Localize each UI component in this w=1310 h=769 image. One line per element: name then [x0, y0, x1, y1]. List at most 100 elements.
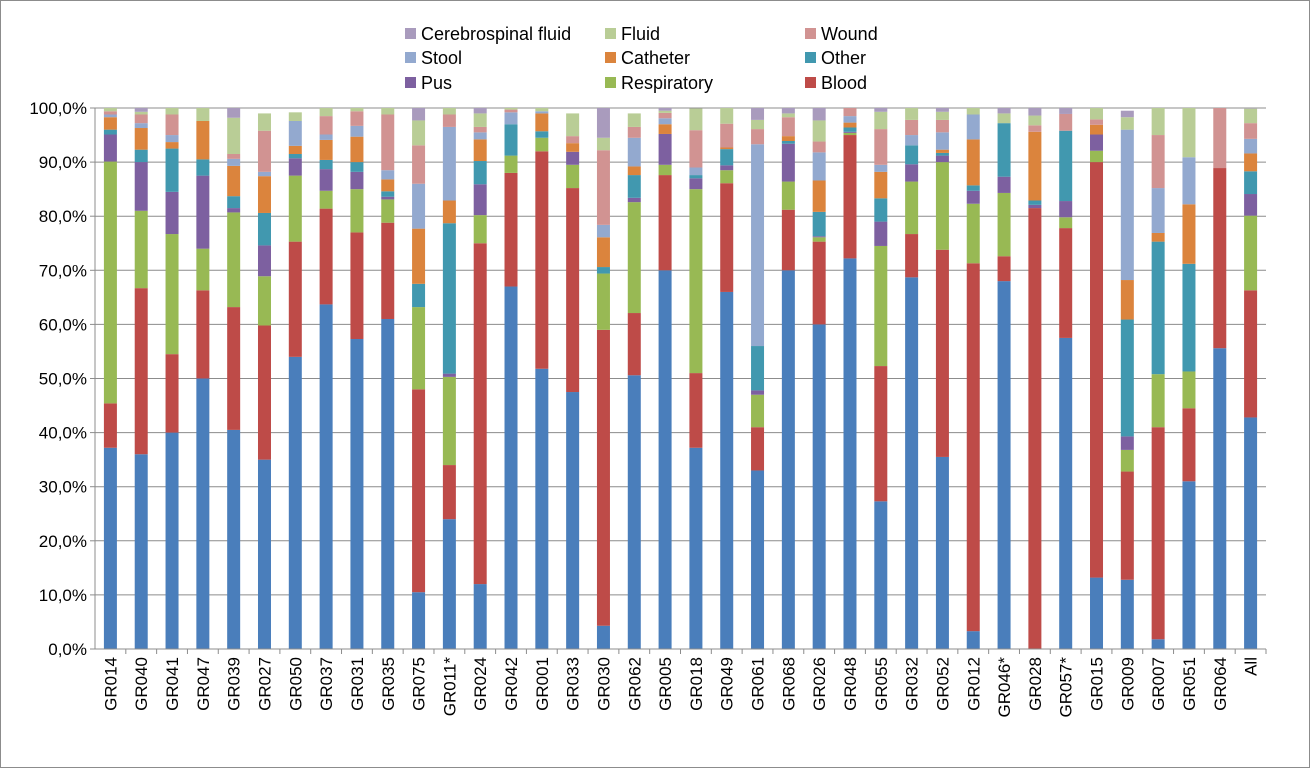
- legend-label: Fluid: [621, 24, 660, 44]
- bar-segment: [596, 108, 610, 138]
- bar-segment: [905, 145, 919, 165]
- bar-segment: [627, 113, 641, 127]
- bar-segment: [1090, 119, 1104, 125]
- bar-segment: [689, 189, 703, 374]
- bar-segment: [350, 162, 364, 172]
- bar-segment: [1182, 263, 1196, 372]
- bar-segment: [535, 151, 549, 369]
- bar-segment: [288, 145, 302, 154]
- bar-segment: [751, 390, 765, 395]
- bar-segment: [935, 108, 949, 112]
- x-tick-label: GR037: [317, 657, 336, 711]
- bar-segment: [812, 141, 826, 153]
- bar-segment: [412, 592, 426, 649]
- bar-segment: [134, 149, 148, 163]
- bar-segment: [350, 108, 364, 112]
- x-tick-label: GR052: [933, 657, 952, 711]
- legend-swatch: [805, 77, 816, 88]
- x-tick-label: GR012: [964, 657, 983, 711]
- bar-segment: [874, 108, 888, 112]
- x-tick-label: GR049: [718, 657, 737, 711]
- bar-segment: [103, 111, 117, 115]
- legend-swatch: [605, 52, 616, 63]
- bar-segment: [966, 114, 980, 140]
- bar-segment: [227, 158, 241, 166]
- bar-segment: [1028, 108, 1042, 116]
- bar-segment: [1244, 138, 1258, 154]
- bar-segment: [781, 209, 795, 271]
- bar-segment: [874, 129, 888, 165]
- bar-segment: [288, 158, 302, 176]
- bar-segment: [1059, 113, 1073, 131]
- bar-segment: [689, 178, 703, 190]
- bar-segment: [165, 142, 179, 149]
- x-tick-label: GR011*: [440, 657, 459, 717]
- bar-segment: [196, 175, 210, 249]
- bar-segment: [165, 135, 179, 143]
- axes: [90, 107, 1267, 654]
- bar-segment: [381, 191, 395, 197]
- bar-segment: [720, 165, 734, 171]
- bar-segment: [751, 108, 765, 120]
- bar-segment: [350, 136, 364, 163]
- bar-segment: [689, 167, 703, 176]
- bar-segment: [473, 132, 487, 140]
- bar-segment: [781, 270, 795, 649]
- bar-segment: [350, 189, 364, 233]
- x-tick-label: GR028: [1026, 657, 1045, 711]
- bar-segment: [103, 403, 117, 448]
- y-tick-label: 90,0%: [39, 153, 87, 172]
- bar-segment: [843, 258, 857, 649]
- x-tick-label: GR040: [132, 657, 151, 711]
- bar-segment: [720, 170, 734, 184]
- x-tick-label: GR048: [841, 657, 860, 711]
- bar-segment: [751, 129, 765, 145]
- legend-swatch: [405, 77, 416, 88]
- bar-segment: [689, 373, 703, 448]
- bar-segment: [134, 454, 148, 649]
- bar-segment: [350, 232, 364, 340]
- bar-segment: [1028, 204, 1042, 209]
- legend: Cerebrospinal fluid Fluid Wound Stool Cathet…: [405, 24, 878, 93]
- x-tick-label: GR018: [687, 657, 706, 711]
- bar-segment: [566, 188, 580, 393]
- y-tick-label: 70,0%: [39, 261, 87, 280]
- x-tick-label: GR030: [594, 657, 613, 711]
- bar-segment: [1120, 129, 1134, 281]
- bar-segment: [1151, 241, 1165, 375]
- bar-segment: [874, 111, 888, 130]
- bar-segment: [103, 108, 117, 112]
- bar-segment: [596, 273, 610, 330]
- bar-segment: [843, 122, 857, 128]
- bar-segment: [165, 108, 179, 115]
- bar-segment: [134, 128, 148, 150]
- bar-segment: [473, 161, 487, 185]
- bar-segment: [257, 325, 271, 460]
- bar-segment: [966, 185, 980, 191]
- bar-segment: [596, 224, 610, 238]
- bar-segment: [257, 171, 271, 177]
- legend-swatch: [605, 77, 616, 88]
- bar-segment: [1059, 337, 1073, 649]
- bar-segment: [196, 159, 210, 176]
- bar-segment: [257, 245, 271, 277]
- bar-segment: [103, 161, 117, 404]
- bar-segment: [720, 183, 734, 292]
- bar-segment: [689, 108, 703, 131]
- bar-segment: [781, 113, 795, 118]
- bar-segment: [473, 113, 487, 127]
- bar-segment: [134, 108, 148, 112]
- bar-segment: [319, 169, 333, 191]
- bar-segment: [781, 143, 795, 182]
- bar-segment: [1182, 481, 1196, 649]
- bar-segment: [1059, 217, 1073, 229]
- bar-segment: [935, 162, 949, 250]
- x-tick-label: GR014: [101, 657, 120, 711]
- bar-segment: [257, 176, 271, 213]
- bar-segment: [905, 135, 919, 146]
- bar-segment: [935, 152, 949, 156]
- x-tick-label: GR050: [286, 657, 305, 711]
- bar-segment: [165, 234, 179, 355]
- bar-segment: [134, 162, 148, 211]
- bar-segment: [1120, 471, 1134, 580]
